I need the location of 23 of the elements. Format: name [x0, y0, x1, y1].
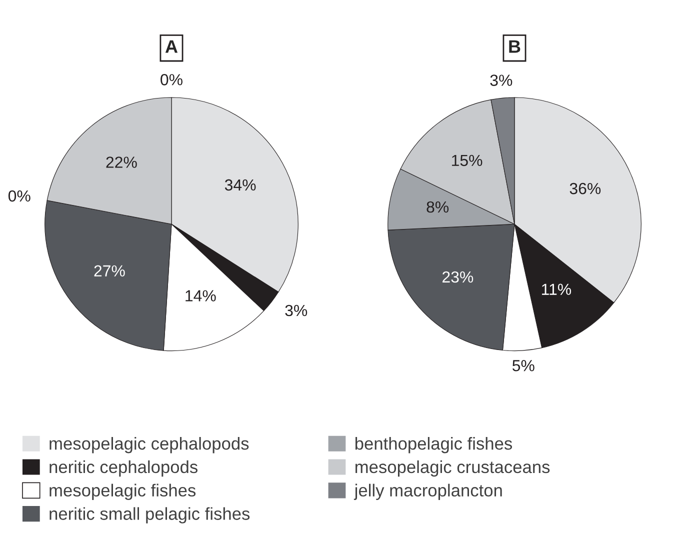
- chart-title: A: [165, 40, 178, 53]
- data-label: 5%: [512, 360, 534, 372]
- legend-label: mesopelagic crustaceans: [356, 460, 550, 477]
- data-label: 15%: [452, 154, 482, 166]
- legend-label: mesopelagic cephalopods: [50, 437, 249, 454]
- data-label: 3%: [490, 74, 512, 86]
- text: 0%: [160, 74, 182, 86]
- chart-title: B: [509, 40, 520, 53]
- data-label: 3%: [285, 304, 308, 316]
- data-label: 14%: [186, 290, 216, 302]
- data-label: 36%: [570, 182, 601, 194]
- legend-label: benthopelagic fishes: [355, 437, 512, 454]
- legend-label: jelly macroplancton: [354, 484, 502, 500]
- data-label: 27%: [94, 265, 125, 277]
- legend-label: neritic small pelagic fishes: [50, 507, 250, 524]
- data-label: 8%: [426, 201, 449, 213]
- data-label: 11%: [542, 284, 572, 295]
- data-label: 34%: [224, 179, 256, 191]
- legend-label: neritic cephalopods: [50, 460, 198, 477]
- data-label: 23%: [442, 271, 474, 283]
- data-label: 22%: [106, 156, 137, 168]
- text: 0%: [8, 190, 30, 202]
- legend-label: mesopelagic fishes: [50, 484, 196, 500]
